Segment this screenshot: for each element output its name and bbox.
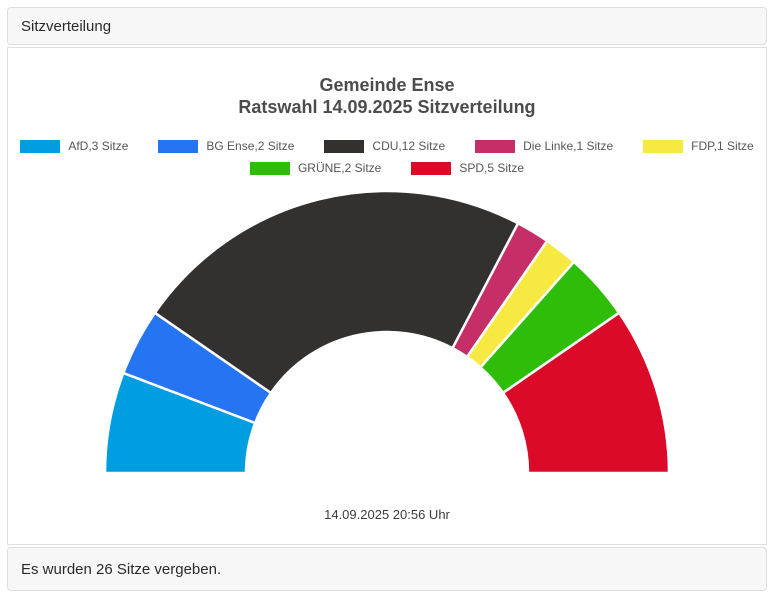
chart-segment-spd[interactable] [501,311,671,475]
legend-label-cdu: CDU,12 Sitze [372,139,446,153]
legend-item-spd[interactable]: SPD,5 Sitze [411,162,524,175]
panel-header: Sitzverteilung [7,7,767,45]
legend-label-afd: AfD,3 Sitze [68,139,129,153]
chart-title-line1: Gemeinde Ense [319,75,455,95]
legend-swatch-bg-ense [158,140,199,153]
legend-row: AfD,3 Sitze BG Ense,2 Sitze CDU,12 Sitze Di… [20,139,754,153]
chart-title: Gemeinde Ense Ratswahl 14.09.2025 Sitzve… [8,48,766,118]
panel-footer: Es wurden 26 Sitze vergeben. [7,547,767,591]
legend-swatch-cdu [324,140,365,153]
legend-swatch-die-linke [475,140,516,153]
chart-title-line2: Ratswahl 14.09.2025 Sitzverteilung [238,97,536,117]
legend-item-die-linke[interactable]: Die Linke,1 Sitze [475,140,613,153]
legend-label-fdp: FDP,1 Sitze [691,139,754,153]
footer-text: Es wurden 26 Sitze vergeben. [21,561,222,578]
legend-item-bg-ense[interactable]: BG Ense,2 Sitze [158,140,294,153]
legend-label-bg-ense: BG Ense,2 Sitze [206,139,295,153]
panel-title: Sitzverteilung [21,18,112,35]
legend-item-cdu[interactable]: CDU,12 Sitze [324,140,445,153]
legend-item-gruene[interactable]: GRÜNE,2 Sitze [249,161,382,175]
legend-label-spd: SPD,5 Sitze [459,161,525,175]
legend-swatch-gruene [249,162,290,175]
legend-item-afd[interactable]: AfD,3 Sitze [20,140,128,153]
chart-panel: Gemeinde Ense Ratswahl 14.09.2025 Sitzve… [7,47,767,545]
legend-label-die-linke: Die Linke,1 Sitze [523,139,614,153]
legend-label-gruene: GRÜNE,2 Sitze [297,161,382,175]
legend-swatch-fdp [643,140,684,153]
chart-legend: AfD,3 Sitze BG Ense,2 Sitze CDU,12 Sitze Di… [8,140,766,175]
legend-swatch-afd [20,140,61,153]
chart-timestamp: 14.09.2025 20:56 Uhr [324,507,450,522]
legend-row: GRÜNE,2 Sitze SPD,5 Sitze [249,161,524,175]
seat-distribution-half-donut-chart [103,189,671,475]
legend-swatch-spd [411,162,452,175]
legend-item-fdp[interactable]: FDP,1 Sitze [643,139,754,153]
chart-segment-cdu[interactable] [153,189,520,395]
